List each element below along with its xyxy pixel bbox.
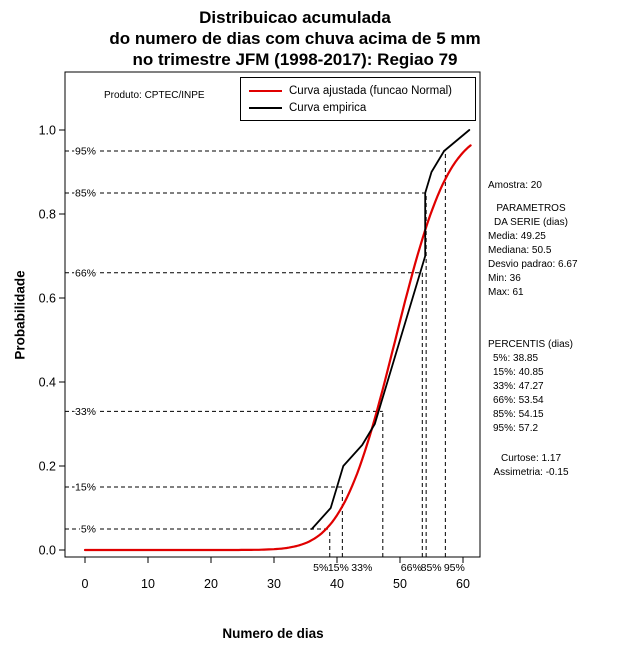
chart-title-line2: do numero de dias com chuva acima de 5 m… [109, 29, 481, 48]
y-tick-label: 0.0 [39, 544, 56, 558]
percentile-85: 85%: 54.15 [493, 409, 544, 420]
y-tick-label: 0.8 [39, 208, 56, 222]
stat-media: Media: 49.25 [488, 231, 546, 242]
chart-title-line1: Distribuicao acumulada [199, 8, 391, 27]
y-tick-label: 0.6 [39, 292, 56, 306]
percentile-95: 95%: 57.2 [493, 423, 539, 434]
percentile-label-bottom: 85% [421, 562, 442, 574]
percentile-label-bottom: 15% [328, 562, 349, 574]
percentile-label-left: 66% [75, 267, 96, 279]
stat-assimetria: Assimetria: -0.15 [493, 467, 569, 478]
x-tick-label: 20 [204, 577, 218, 591]
chart-title: Distribuicao acumulada do numero de dias… [0, 7, 590, 70]
stat-curtose: Curtose: 1.17 [500, 453, 562, 464]
y-tick-label: 0.2 [39, 460, 56, 474]
empirical-curve-swatch [249, 106, 282, 109]
params-header-line2: DA SERIE (dias) [494, 217, 568, 228]
x-tick-label: 40 [330, 577, 344, 591]
stats-block-moments: Curtose: 1.17 Assimetria: -0.15 [481, 452, 581, 480]
y-tick-label: 1.0 [39, 124, 56, 138]
chart-title-line3: no trimestre JFM (1998-2017): Regiao 79 [132, 50, 458, 69]
x-tick-label: 0 [82, 577, 89, 591]
percentile-label-left: 15% [75, 482, 96, 494]
stats-block-sample: Amostra: 20 [481, 179, 581, 193]
stat-max: Max: 61 [488, 287, 524, 298]
stats-block-series-params: PARAMETROS DA SERIE (dias) Media: 49.25 … [481, 202, 581, 300]
percentile-label-left: 5% [81, 524, 96, 536]
x-tick-label: 60 [456, 577, 470, 591]
percentiles-header: PERCENTIS (dias) [488, 339, 574, 350]
x-tick-label: 30 [267, 577, 281, 591]
product-annotation: Produto: CPTEC/INPE [104, 90, 205, 101]
legend-label-fitted: Curva ajustada (funcao Normal) [289, 84, 452, 97]
stats-block-percentiles: PERCENTIS (dias) 5%: 38.85 15%: 40.85 33… [481, 338, 581, 436]
fitted-curve-swatch [249, 89, 282, 92]
legend-label-empirical: Curva empirica [289, 101, 367, 114]
percentile-33: 33%: 47.27 [493, 381, 544, 392]
percentile-15: 15%: 40.85 [493, 367, 544, 378]
percentile-label-bottom: 33% [351, 562, 372, 574]
percentile-label-left: 33% [75, 406, 96, 418]
percentile-label-left: 85% [75, 188, 96, 200]
legend-entry-fitted: Curva ajustada (funcao Normal) [241, 82, 475, 99]
sample-size: Amostra: 20 [488, 180, 542, 191]
percentile-66: 66%: 53.54 [493, 395, 544, 406]
params-header-line1: PARAMETROS [496, 203, 566, 214]
percentile-label-bottom: 5% [313, 562, 328, 574]
empirical-curve-line [310, 129, 471, 530]
x-tick-label: 10 [141, 577, 155, 591]
stat-min: Min: 36 [488, 273, 521, 284]
percentile-label-bottom: 66% [401, 562, 422, 574]
x-axis-title: Numero de dias [222, 626, 324, 641]
fitted-curve-line [83, 144, 472, 552]
percentile-5: 5%: 38.85 [493, 353, 539, 364]
legend-entry-empirical: Curva empirica [241, 99, 475, 116]
y-axis-title: Probabilidade [12, 270, 28, 360]
legend: Curva ajustada (funcao Normal) Curva emp… [240, 77, 476, 121]
percentile-label-left: 95% [75, 146, 96, 158]
stat-mediana: Mediana: 50.5 [488, 245, 552, 256]
stat-desvio: Desvio padrao: 6.67 [488, 259, 578, 270]
plot-frame [64, 71, 481, 558]
x-tick-label: 50 [393, 577, 407, 591]
percentile-label-bottom: 95% [444, 562, 465, 574]
y-tick-label: 0.4 [39, 376, 56, 390]
